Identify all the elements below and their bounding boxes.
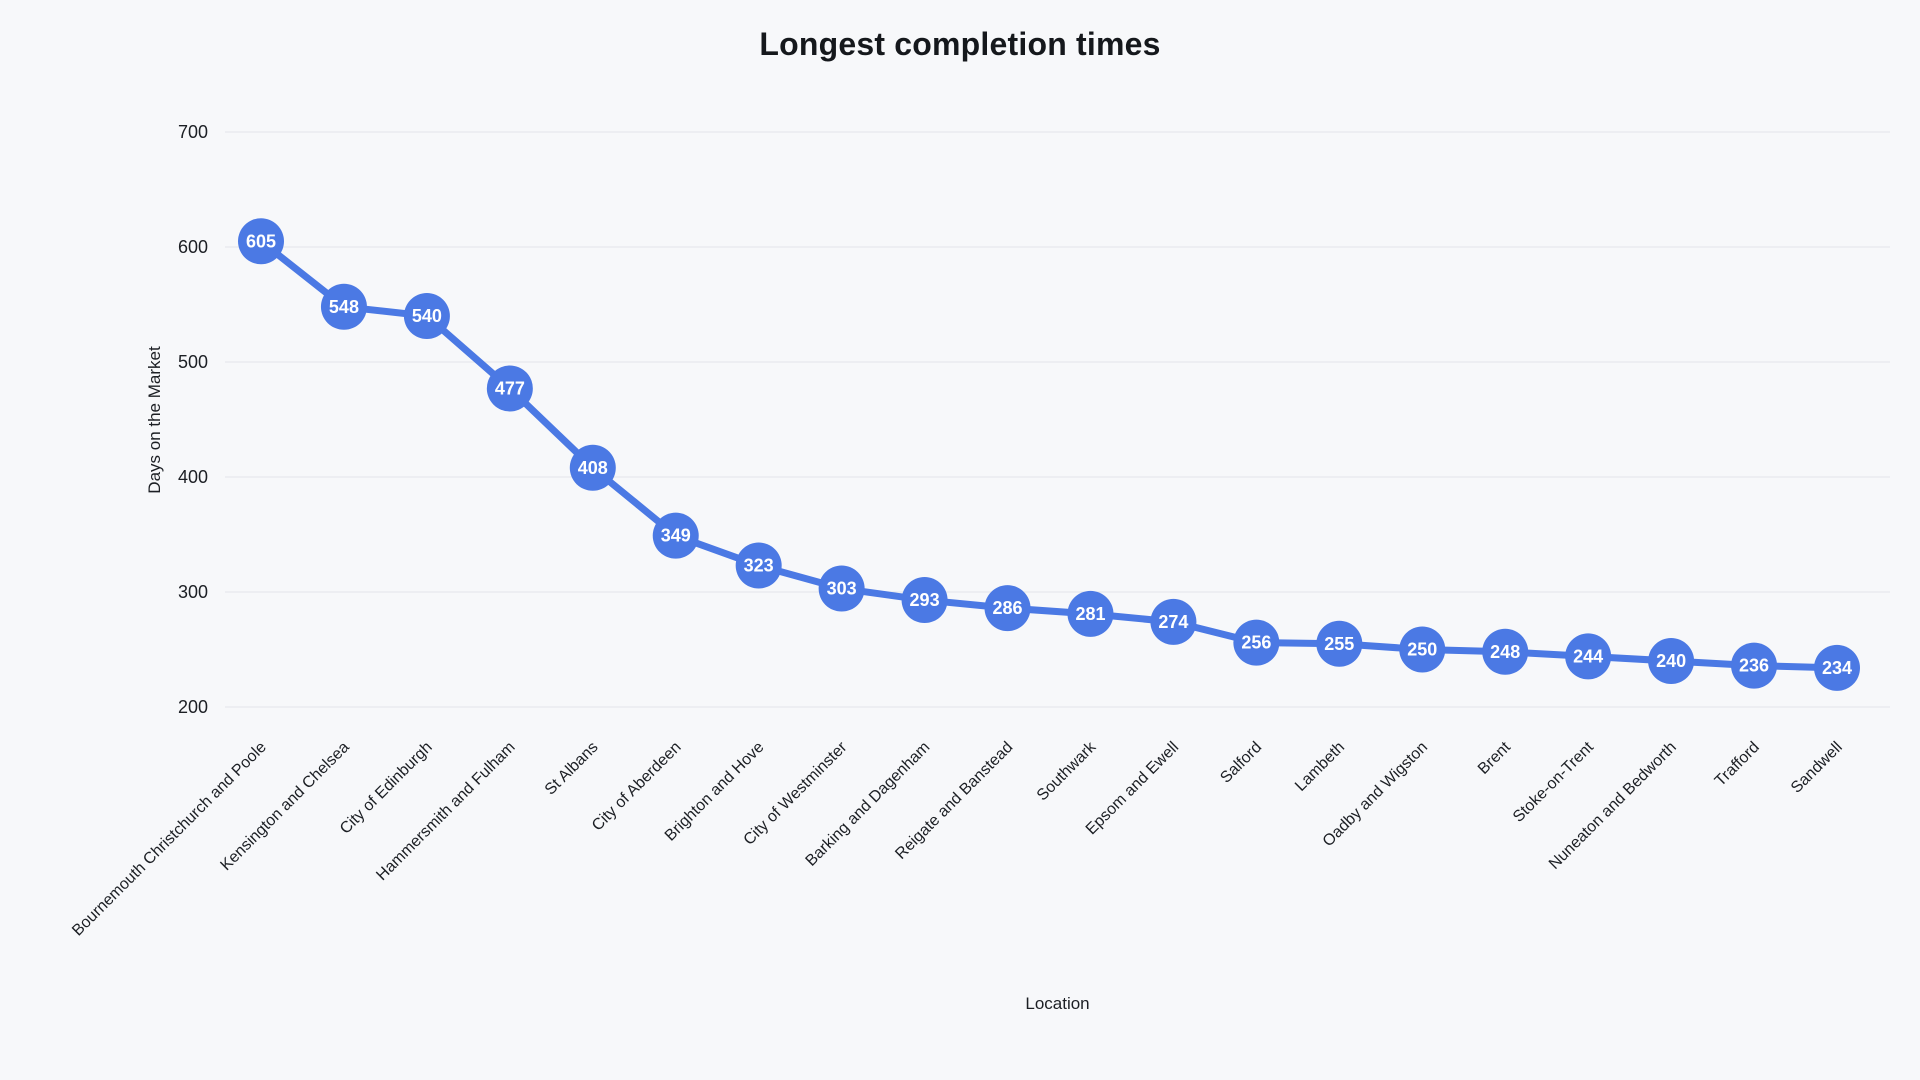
data-point-label: 477: [495, 378, 525, 398]
data-point-marker: [1233, 619, 1280, 666]
data-point-label: 540: [412, 306, 442, 326]
data-point-label: 240: [1656, 651, 1686, 671]
x-tick-label: Brent: [1475, 738, 1514, 777]
data-point-marker: [652, 512, 699, 559]
data-point-label: 281: [1075, 604, 1105, 624]
data-point-marker: [1814, 644, 1860, 691]
data-point-marker: [901, 577, 948, 624]
data-point-label: 255: [1324, 634, 1354, 654]
data-point-marker: [1067, 590, 1114, 637]
x-tick-label: Lambeth: [1292, 739, 1348, 795]
x-tick-label: St Albans: [542, 739, 602, 799]
x-tick-label: Trafford: [1712, 739, 1763, 790]
x-tick-label: City of Edinburgh: [337, 739, 436, 838]
x-tick-label: Southwark: [1034, 738, 1100, 804]
data-point-marker: [1399, 626, 1446, 673]
data-point-marker: [735, 542, 782, 589]
data-point-marker: [1565, 633, 1612, 680]
x-tick-label: Epsom and Ewell: [1083, 739, 1182, 838]
y-tick-label: 500: [178, 352, 208, 372]
data-point-marker: [1731, 642, 1778, 689]
data-point-marker: [1482, 628, 1529, 675]
chart-title: Longest completion times: [759, 26, 1161, 62]
data-point-label: 274: [1158, 612, 1188, 632]
data-point-marker: [1316, 620, 1363, 667]
data-point-label: 286: [993, 598, 1023, 618]
x-tick-label: Sandwell: [1788, 739, 1846, 797]
y-tick-label: 400: [178, 467, 208, 487]
data-point-marker: [984, 585, 1031, 632]
data-point-label: 244: [1573, 646, 1603, 666]
data-point-marker: [1648, 638, 1695, 684]
data-point-marker: [320, 283, 367, 330]
data-point-label: 349: [661, 526, 691, 546]
data-point-label: 250: [1407, 640, 1437, 660]
data-point-label: 293: [910, 590, 940, 610]
data-point-label: 548: [329, 297, 359, 317]
data-point-label: 236: [1739, 656, 1769, 676]
data-point-marker: [238, 218, 284, 265]
y-tick-label: 600: [178, 237, 208, 257]
y-tick-label: 200: [178, 697, 208, 717]
x-axis-title: Location: [1025, 994, 1090, 1013]
data-point-marker: [569, 444, 616, 491]
data-point-label: 408: [578, 458, 608, 478]
series-line: [257, 237, 1841, 672]
data-point-label: 605: [246, 231, 276, 251]
data-point-label: 256: [1241, 633, 1271, 653]
data-point-marker: [818, 565, 865, 612]
data-point-marker: [1150, 598, 1197, 645]
y-tick-label: 700: [178, 122, 208, 142]
data-point-label: 248: [1490, 642, 1520, 662]
data-point-marker: [486, 365, 533, 412]
data-point-label: 234: [1822, 658, 1852, 678]
x-tick-label: City of Aberdeen: [589, 739, 685, 835]
y-tick-label: 300: [178, 582, 208, 602]
x-tick-label: Salford: [1217, 739, 1265, 787]
data-point-label: 323: [744, 556, 774, 576]
x-tick-label: Stoke-on-Trent: [1510, 738, 1597, 825]
x-tick-label: Hammersmith and Fulham: [373, 739, 518, 884]
data-point-marker: [403, 293, 450, 339]
data-point-label: 303: [827, 579, 857, 599]
